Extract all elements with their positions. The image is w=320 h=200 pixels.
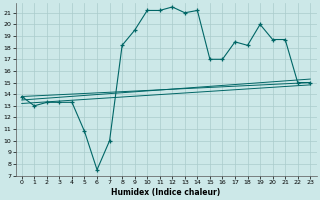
X-axis label: Humidex (Indice chaleur): Humidex (Indice chaleur): [111, 188, 221, 197]
